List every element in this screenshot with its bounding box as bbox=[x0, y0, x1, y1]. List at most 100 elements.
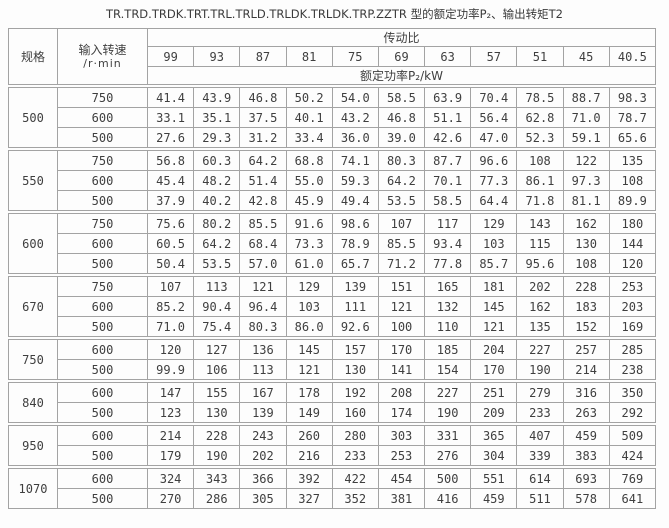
power-value-cell: 74.1 bbox=[331, 150, 379, 171]
power-value-cell: 106 bbox=[193, 359, 241, 380]
power-value-cell: 190 bbox=[193, 445, 241, 466]
power-value-cell: 108 bbox=[608, 170, 657, 191]
power-value-cell: 202 bbox=[239, 445, 287, 466]
power-value-cell: 343 bbox=[193, 468, 241, 489]
power-value-cell: 170 bbox=[377, 339, 426, 360]
spec-cell: 600 bbox=[8, 213, 58, 274]
power-value-cell: 46.8 bbox=[377, 107, 426, 128]
power-value-cell: 123 bbox=[146, 402, 195, 423]
power-value-cell: 75.6 bbox=[146, 213, 195, 234]
power-value-cell: 459 bbox=[562, 425, 610, 446]
power-value-cell: 227 bbox=[424, 382, 472, 403]
power-value-cell: 154 bbox=[424, 359, 472, 380]
speed-cell: 500 bbox=[57, 190, 148, 211]
power-value-cell: 62.8 bbox=[516, 107, 564, 128]
power-value-cell: 238 bbox=[608, 359, 657, 380]
power-value-cell: 103 bbox=[285, 296, 333, 317]
power-value-cell: 366 bbox=[239, 468, 287, 489]
power-value-cell: 383 bbox=[562, 445, 610, 466]
power-value-cell: 86.0 bbox=[285, 316, 333, 337]
table-row: 500 270 286 305 327 352 381 416 459 511 578 641 bbox=[9, 488, 657, 509]
power-value-cell: 80.3 bbox=[377, 150, 426, 171]
power-value-cell: 253 bbox=[608, 276, 657, 297]
power-value-cell: 93.4 bbox=[424, 233, 472, 254]
power-value-cell: 49.4 bbox=[331, 190, 379, 211]
power-value-cell: 147 bbox=[146, 382, 195, 403]
power-value-cell: 303 bbox=[377, 425, 426, 446]
power-value-cell: 144 bbox=[608, 233, 657, 254]
power-value-cell: 130 bbox=[193, 402, 241, 423]
power-value-cell: 80.2 bbox=[193, 213, 241, 234]
spec-group-table: 670 750 107 113 121 129 139 151 165 181 202 228 253 6… bbox=[8, 276, 657, 337]
power-value-cell: 155 bbox=[193, 382, 241, 403]
power-value-cell: 209 bbox=[470, 402, 518, 423]
power-value-cell: 39.0 bbox=[377, 127, 426, 148]
power-value-cell: 365 bbox=[470, 425, 518, 446]
power-value-cell: 71.8 bbox=[516, 190, 564, 211]
power-value-cell: 64.4 bbox=[470, 190, 518, 211]
power-value-cell: 68.8 bbox=[285, 150, 333, 171]
ratio-value: 93 bbox=[193, 46, 241, 67]
power-value-cell: 64.2 bbox=[193, 233, 241, 254]
ratio-value: 69 bbox=[377, 46, 426, 67]
power-value-cell: 50.4 bbox=[146, 253, 195, 274]
power-value-cell: 63.9 bbox=[424, 87, 472, 108]
power-value-cell: 130 bbox=[562, 233, 610, 254]
power-value-cell: 108 bbox=[516, 150, 564, 171]
power-value-cell: 37.9 bbox=[146, 190, 195, 211]
power-value-cell: 37.5 bbox=[239, 107, 287, 128]
speed-cell: 500 bbox=[57, 488, 148, 509]
power-value-cell: 70.1 bbox=[424, 170, 472, 191]
power-value-cell: 29.3 bbox=[193, 127, 241, 148]
power-value-cell: 68.4 bbox=[239, 233, 287, 254]
table-row: 840 600 147 155 167 178 192 208 227 251 279 316 350 bbox=[8, 382, 657, 423]
power-value-cell: 216 bbox=[285, 445, 333, 466]
power-value-cell: 65.7 bbox=[331, 253, 379, 274]
table-row: 500 99.9 106 113 121 130 141 154 170 190 214 238 bbox=[9, 359, 657, 380]
power-value-cell: 127 bbox=[193, 339, 241, 360]
power-value-cell: 190 bbox=[424, 402, 472, 423]
power-value-cell: 185 bbox=[424, 339, 472, 360]
power-value-cell: 121 bbox=[377, 296, 426, 317]
power-value-cell: 228 bbox=[562, 276, 610, 297]
power-value-cell: 641 bbox=[608, 488, 657, 509]
power-value-cell: 424 bbox=[608, 445, 657, 466]
power-value-cell: 86.1 bbox=[516, 170, 564, 191]
power-value-cell: 143 bbox=[516, 213, 564, 234]
power-value-cell: 47.0 bbox=[470, 127, 518, 148]
ratio-value: 51 bbox=[516, 46, 564, 67]
power-value-cell: 95.6 bbox=[516, 253, 564, 274]
power-value-cell: 381 bbox=[377, 488, 426, 509]
power-value-cell: 145 bbox=[285, 339, 333, 360]
power-value-cell: 149 bbox=[285, 402, 333, 423]
power-value-cell: 180 bbox=[608, 213, 657, 234]
power-value-cell: 416 bbox=[424, 488, 472, 509]
power-value-cell: 157 bbox=[331, 339, 379, 360]
power-value-cell: 55.0 bbox=[285, 170, 333, 191]
power-value-cell: 257 bbox=[562, 339, 610, 360]
power-value-cell: 98.6 bbox=[331, 213, 379, 234]
table-row: 1070 600 324 343 366 392 422 454 500 551 614 693 769 bbox=[8, 468, 657, 509]
power-value-cell: 64.2 bbox=[239, 150, 287, 171]
power-value-cell: 78.7 bbox=[608, 107, 657, 128]
power-value-cell: 339 bbox=[516, 445, 564, 466]
table-row: 500 37.9 40.2 42.8 45.9 49.4 53.5 58.5 64.4 71.8 8… bbox=[9, 190, 657, 211]
power-value-cell: 233 bbox=[516, 402, 564, 423]
ratio-value: 57 bbox=[470, 46, 518, 67]
spec-group-table: 600 750 75.6 80.2 85.5 91.6 98.6 107 117 129 143 16… bbox=[8, 213, 657, 274]
speed-cell: 600 bbox=[57, 233, 148, 254]
power-value-cell: 203 bbox=[608, 296, 657, 317]
speed-cell: 600 bbox=[57, 382, 148, 403]
power-value-cell: 132 bbox=[424, 296, 472, 317]
power-value-cell: 33.1 bbox=[146, 107, 195, 128]
power-value-cell: 85.2 bbox=[146, 296, 195, 317]
power-value-cell: 192 bbox=[331, 382, 379, 403]
power-value-cell: 88.7 bbox=[562, 87, 610, 108]
power-value-cell: 45.9 bbox=[285, 190, 333, 211]
power-value-cell: 139 bbox=[331, 276, 379, 297]
power-value-cell: 693 bbox=[562, 468, 610, 489]
power-value-cell: 165 bbox=[424, 276, 472, 297]
power-value-cell: 27.6 bbox=[146, 127, 195, 148]
table-row: 500 750 41.4 43.9 46.8 50.2 54.0 58.5 63.9 70.4 78… bbox=[8, 87, 657, 148]
power-value-cell: 51.1 bbox=[424, 107, 472, 128]
